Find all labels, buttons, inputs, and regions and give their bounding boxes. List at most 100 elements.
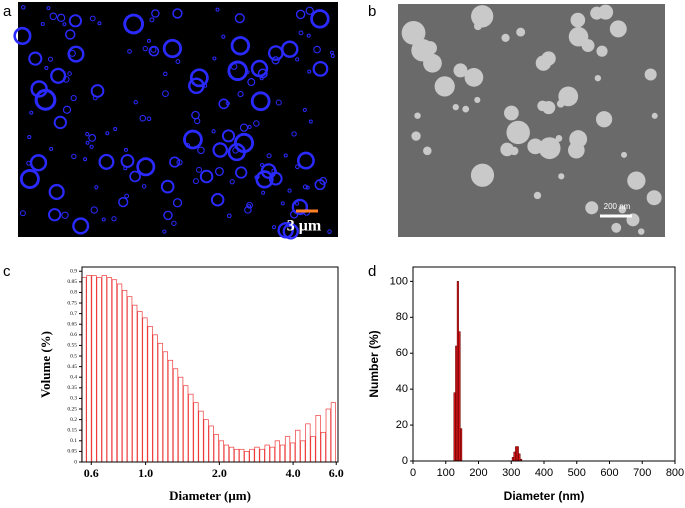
bar bbox=[101, 275, 107, 463]
particle bbox=[183, 129, 203, 150]
particle bbox=[19, 168, 40, 189]
particle bbox=[501, 33, 510, 42]
panel-label: a bbox=[3, 3, 12, 20]
particle bbox=[533, 191, 542, 200]
particle bbox=[306, 33, 311, 38]
particle bbox=[244, 206, 252, 214]
chart: 0 20 40 60 80 100 0 100 200 300 400 500 600 700 800 Dia… bbox=[367, 266, 684, 503]
particle bbox=[62, 75, 70, 83]
particle bbox=[98, 153, 115, 170]
y-axis-label: Number (%) bbox=[367, 330, 381, 397]
particle bbox=[163, 210, 173, 221]
particle bbox=[330, 53, 335, 58]
particle bbox=[644, 68, 657, 81]
particle bbox=[123, 13, 145, 35]
particle bbox=[253, 120, 260, 127]
bar bbox=[122, 289, 128, 463]
particle bbox=[71, 153, 77, 160]
y-tick-label: 0.45 bbox=[67, 364, 77, 370]
particle bbox=[221, 34, 226, 39]
particle bbox=[46, 6, 51, 11]
bar bbox=[127, 296, 133, 463]
y-tick-label: 0.6 bbox=[70, 332, 77, 338]
particle bbox=[555, 134, 563, 142]
particle bbox=[162, 229, 167, 234]
particle bbox=[319, 177, 328, 185]
bar bbox=[330, 402, 336, 463]
y-tick-label: 0.2 bbox=[70, 417, 77, 423]
bar bbox=[453, 392, 456, 462]
bar bbox=[274, 440, 280, 463]
particle bbox=[305, 6, 314, 15]
particle bbox=[470, 163, 495, 187]
particle bbox=[141, 184, 147, 189]
bar bbox=[137, 311, 143, 463]
particle bbox=[172, 198, 183, 208]
particle bbox=[271, 225, 277, 230]
particle bbox=[175, 59, 181, 65]
particle bbox=[609, 20, 627, 38]
particle bbox=[214, 166, 224, 176]
particle bbox=[627, 171, 646, 190]
particle bbox=[48, 208, 62, 222]
particle bbox=[538, 137, 561, 160]
particle bbox=[127, 49, 132, 54]
bar bbox=[455, 345, 458, 462]
particle bbox=[92, 95, 98, 101]
chart: 0 0.05 0.1 0.15 0.2 0.25 0.3 0.35 0.4 0.45 0.5 0.55… bbox=[38, 266, 344, 503]
particle bbox=[28, 51, 43, 66]
plot-frame bbox=[412, 266, 676, 462]
particle bbox=[146, 116, 152, 122]
particle bbox=[65, 29, 76, 40]
y-tick-label: 0.35 bbox=[67, 385, 77, 391]
plot-frame bbox=[81, 266, 339, 463]
particle bbox=[260, 163, 265, 168]
bar bbox=[142, 317, 148, 463]
y-tick-label: 60 bbox=[396, 347, 408, 359]
particle bbox=[29, 110, 34, 115]
bar bbox=[239, 448, 245, 463]
particle bbox=[594, 74, 602, 82]
particle bbox=[239, 123, 249, 132]
particle bbox=[113, 126, 118, 131]
x-tick-label: 400 bbox=[535, 467, 553, 479]
bar bbox=[193, 402, 199, 463]
particle bbox=[230, 36, 251, 56]
particle bbox=[151, 9, 160, 18]
particle bbox=[44, 65, 49, 70]
particle bbox=[257, 68, 268, 79]
y-tick-label: 0.55 bbox=[67, 343, 77, 349]
particle bbox=[598, 4, 614, 20]
particle bbox=[68, 49, 76, 57]
particle bbox=[291, 131, 297, 137]
particle bbox=[261, 190, 266, 195]
particle bbox=[162, 90, 169, 98]
bar bbox=[234, 448, 240, 463]
particle bbox=[70, 94, 77, 102]
particle bbox=[94, 185, 99, 190]
bar bbox=[254, 446, 260, 463]
bar bbox=[511, 457, 514, 462]
particle bbox=[423, 146, 432, 156]
particle bbox=[556, 99, 565, 108]
particle bbox=[67, 45, 85, 63]
bar bbox=[106, 277, 112, 463]
particle bbox=[595, 111, 613, 128]
particles-a bbox=[13, 5, 335, 240]
bar bbox=[213, 434, 219, 463]
bar bbox=[295, 429, 301, 463]
particle bbox=[302, 184, 308, 190]
particle bbox=[111, 216, 117, 222]
bar bbox=[300, 440, 306, 463]
particle bbox=[434, 76, 455, 97]
particle bbox=[277, 222, 294, 239]
particle bbox=[47, 56, 54, 62]
y-tick-label: 100 bbox=[390, 275, 408, 287]
bar bbox=[86, 275, 92, 463]
x-tick-label: 0 bbox=[410, 467, 416, 479]
bar bbox=[218, 440, 224, 463]
particle bbox=[312, 60, 329, 77]
x-tick-label: 800 bbox=[666, 467, 684, 479]
x-tick-label: 300 bbox=[502, 467, 520, 479]
particle bbox=[62, 105, 72, 114]
